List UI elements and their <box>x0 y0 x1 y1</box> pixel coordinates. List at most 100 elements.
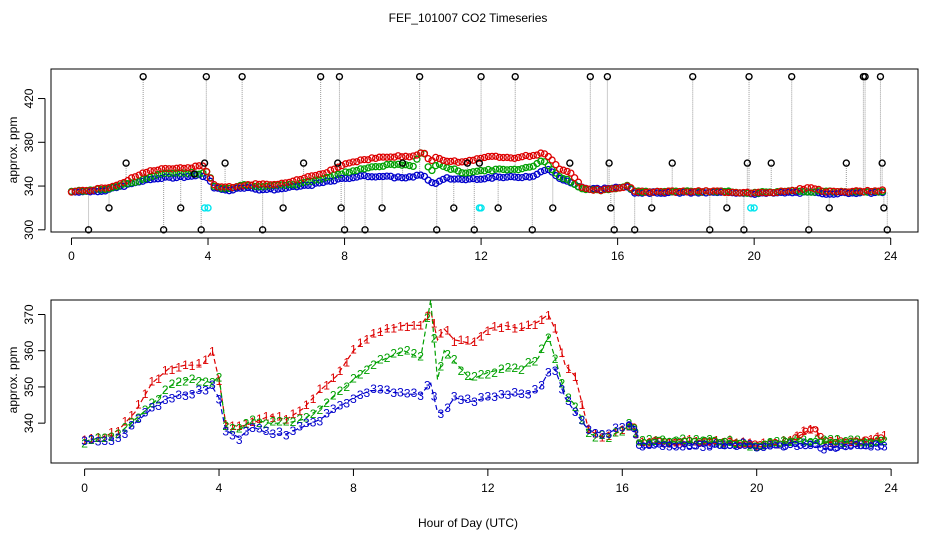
series-2-marker: 2 <box>821 433 828 447</box>
spike-point <box>334 159 342 167</box>
series-3-marker: 3 <box>444 401 451 415</box>
series-3-point <box>323 177 331 185</box>
series-1-point <box>439 156 447 165</box>
series-2-marker: 2 <box>632 426 639 440</box>
series-1-point <box>492 152 500 160</box>
series-3-marker: 3 <box>854 438 861 452</box>
series-3-point <box>199 172 207 181</box>
series-1-marker: 1 <box>343 356 350 370</box>
series-1-point <box>142 168 151 177</box>
series-1-point <box>664 187 673 195</box>
series-1-point <box>514 153 522 162</box>
series-2-marker: 2 <box>364 363 371 377</box>
series-2-marker: 2 <box>155 393 162 407</box>
y-tick-label: 360 <box>22 340 36 360</box>
series-3-point <box>409 173 417 181</box>
series-1-point <box>694 187 703 195</box>
series-2-marker: 2 <box>807 435 814 449</box>
series-1-marker: 1 <box>800 424 807 438</box>
series-3-point <box>371 173 380 181</box>
series-1-point <box>300 174 308 182</box>
series-3-point <box>630 425 638 433</box>
series-1-point <box>522 151 530 160</box>
series-1-point <box>191 162 200 170</box>
series-3-point <box>691 443 698 450</box>
spike-point <box>511 72 519 81</box>
series-1-point <box>379 153 387 161</box>
series-2-marker: 2 <box>209 375 216 389</box>
series-2-marker: 2 <box>88 433 95 447</box>
series-3-point <box>802 442 809 450</box>
series-2-marker: 2 <box>740 436 747 450</box>
series-1-marker: 1 <box>760 436 767 450</box>
series-1-point <box>728 188 736 196</box>
series-3-point <box>522 172 530 181</box>
series-1-marker: 1 <box>720 435 727 449</box>
series-2-marker: 2 <box>478 368 485 382</box>
x-tick-label: 0 <box>81 481 88 495</box>
series-2-marker: 2 <box>451 352 458 366</box>
series-2-marker: 2 <box>236 421 243 435</box>
series-1-marker: 1 <box>558 346 565 360</box>
series-1-marker: 1 <box>525 318 532 332</box>
series-3-marker: 3 <box>155 399 162 413</box>
series-1-point <box>792 434 799 441</box>
series-1-point <box>525 152 534 161</box>
series-1-point <box>278 179 286 187</box>
y-tick-label: 350 <box>22 377 36 397</box>
series-3-point <box>383 172 391 180</box>
series-1-point <box>82 186 91 195</box>
series-1-point <box>101 184 109 192</box>
spike-point <box>668 159 676 167</box>
spike-point <box>415 72 424 81</box>
series-3-point <box>165 173 173 181</box>
top-x-axis: 0 4 8 12 16 20 24 <box>68 237 898 263</box>
series-2-point <box>124 180 132 188</box>
series-3-marker: 3 <box>263 424 270 438</box>
series-2-point <box>503 166 511 174</box>
series-2-marker: 2 <box>686 435 693 449</box>
series-3-marker: 3 <box>552 364 559 378</box>
series-1-point <box>127 174 136 182</box>
series-1-marker: 1 <box>464 334 471 348</box>
series-1-marker: 1 <box>585 422 592 436</box>
series-1-point <box>454 158 462 166</box>
series-1-marker: 1 <box>357 336 364 350</box>
series-1-marker: 1 <box>505 319 512 333</box>
series-1-point <box>533 151 541 159</box>
series-1-marker: 1 <box>155 372 162 386</box>
series-1-point <box>79 186 87 194</box>
series-2-point <box>544 161 552 170</box>
series-3-marker: 3 <box>673 439 680 453</box>
spike-point <box>279 204 287 212</box>
series-3-marker: 3 <box>478 390 485 404</box>
series-1-marker: 1 <box>444 324 451 338</box>
series-3-point <box>375 172 384 181</box>
series-3-marker: 3 <box>128 419 135 433</box>
series-3-point <box>300 181 308 189</box>
series-3-marker: 3 <box>370 382 377 396</box>
series-1-point <box>822 188 830 196</box>
series-1-point <box>706 188 714 196</box>
series-2-point <box>383 160 391 169</box>
series-1-point <box>308 172 316 180</box>
spike-point <box>340 226 349 234</box>
series-1-marker: 1 <box>605 429 612 443</box>
series-1-point <box>773 188 782 197</box>
series-3-marker: 3 <box>525 387 532 401</box>
series-2-point <box>574 183 583 191</box>
series-2-marker: 2 <box>612 426 619 440</box>
series-3-marker: 3 <box>464 392 471 406</box>
y-tick-label: 340 <box>22 413 36 433</box>
x-tick-label: 4 <box>216 481 223 495</box>
series-1-point <box>676 187 684 196</box>
series-3-marker: 3 <box>720 438 727 452</box>
spike-point <box>689 72 697 81</box>
series-3-point <box>514 173 522 182</box>
spike-point <box>378 204 386 212</box>
spike-point <box>316 72 325 81</box>
series-1-point <box>353 158 361 166</box>
series-3-marker: 3 <box>485 390 492 404</box>
series-1-point <box>803 184 812 192</box>
